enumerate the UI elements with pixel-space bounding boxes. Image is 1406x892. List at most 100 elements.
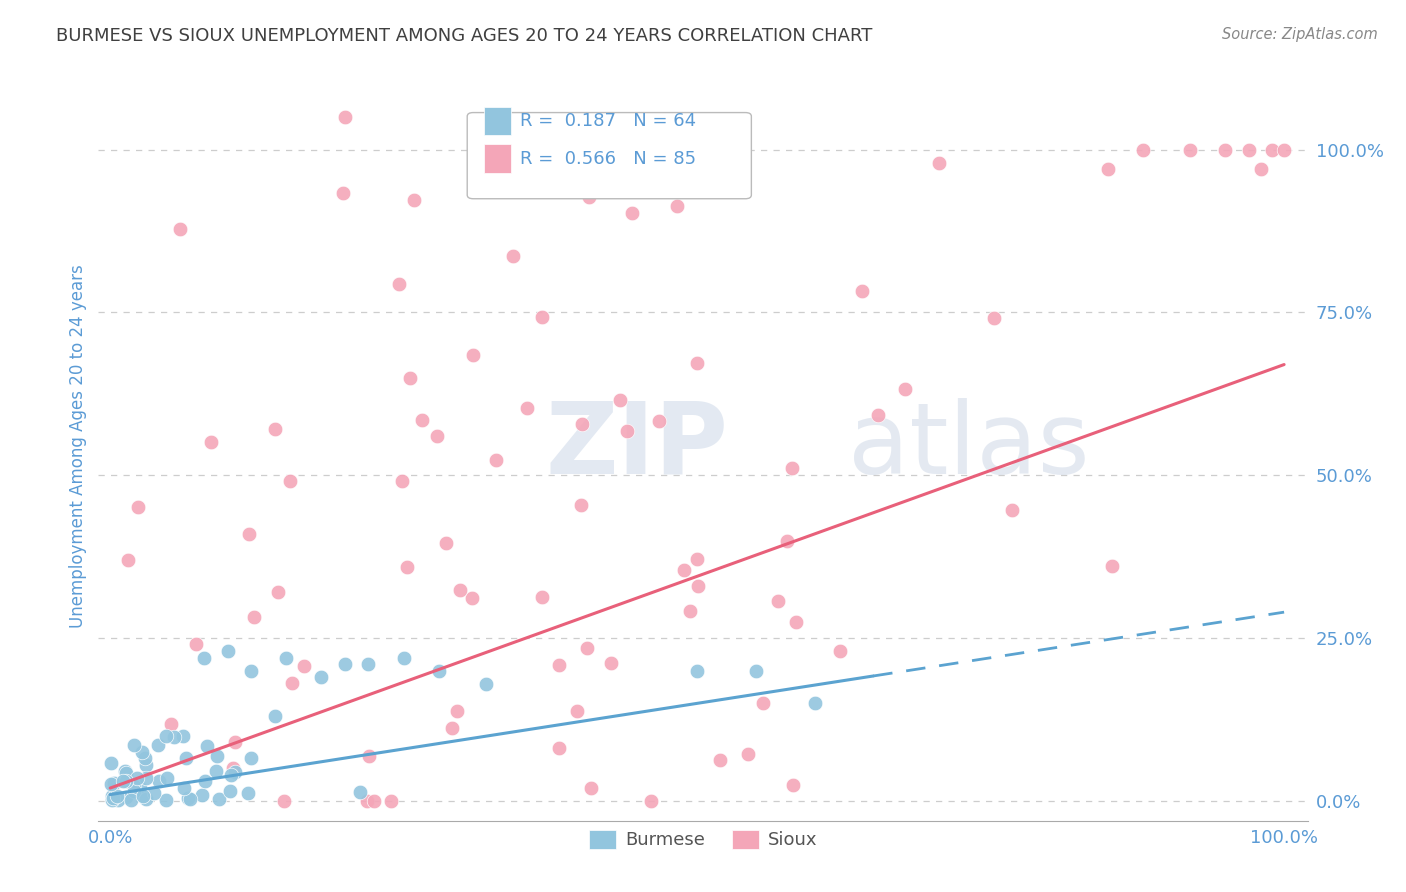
Point — [117, 553, 139, 567]
Point — [678, 604, 700, 618]
Point — [579, 780, 602, 795]
Point — [155, 793, 177, 807]
Point — [114, 765, 136, 780]
Text: ZIP: ZIP — [546, 398, 728, 494]
Point — [1250, 162, 1272, 177]
Point — [239, 750, 262, 764]
Point — [828, 644, 851, 658]
Point — [621, 206, 644, 220]
Point — [281, 675, 304, 690]
Point — [502, 249, 524, 263]
Point — [600, 657, 623, 671]
Point — [745, 664, 768, 678]
Point — [686, 664, 709, 678]
Point — [1215, 143, 1237, 157]
Point — [402, 194, 425, 208]
Point — [1272, 143, 1295, 157]
Point — [782, 778, 804, 792]
FancyBboxPatch shape — [467, 112, 751, 199]
Point — [851, 284, 873, 298]
Point — [894, 382, 917, 396]
Point — [100, 793, 122, 807]
Point — [484, 452, 506, 467]
Legend: Burmese, Sioux: Burmese, Sioux — [582, 822, 824, 856]
Point — [311, 670, 333, 684]
Point — [276, 650, 298, 665]
Point — [434, 536, 457, 550]
Point — [190, 788, 212, 802]
Point — [243, 609, 266, 624]
Point — [217, 644, 239, 658]
Point — [173, 780, 195, 795]
Point — [640, 794, 662, 808]
Point — [516, 401, 538, 415]
Point — [240, 664, 263, 678]
Point — [156, 771, 179, 785]
Point — [186, 637, 208, 651]
Point — [333, 657, 356, 672]
Point — [776, 533, 799, 548]
Point — [782, 461, 804, 475]
Point — [135, 758, 157, 772]
Point — [163, 730, 186, 744]
Point — [578, 190, 600, 204]
Point — [204, 764, 226, 778]
Point — [205, 749, 228, 764]
Point — [146, 738, 169, 752]
Point — [129, 780, 152, 795]
Point — [333, 110, 356, 124]
Point — [127, 500, 149, 514]
Point — [208, 792, 231, 806]
Point — [179, 792, 201, 806]
Point — [132, 790, 155, 805]
Point — [709, 753, 731, 767]
Point — [648, 414, 671, 428]
Point — [120, 793, 142, 807]
Point — [866, 408, 889, 422]
Point — [609, 393, 631, 408]
Point — [273, 794, 295, 808]
Point — [686, 356, 709, 370]
Point — [132, 789, 155, 804]
Point — [114, 764, 136, 778]
Point — [391, 474, 413, 488]
Point — [107, 789, 129, 803]
Point — [222, 761, 245, 775]
Point — [752, 696, 775, 710]
Bar — [484, 144, 510, 172]
Point — [399, 371, 422, 385]
Point — [411, 413, 433, 427]
Point — [380, 794, 402, 808]
Point — [666, 199, 689, 213]
Point — [427, 664, 450, 678]
Point — [803, 697, 825, 711]
Point — [219, 784, 242, 798]
Point — [224, 765, 246, 780]
Point — [1132, 143, 1154, 157]
Point — [673, 563, 696, 577]
Point — [357, 657, 380, 672]
Point — [143, 786, 166, 800]
Point — [131, 745, 153, 759]
Point — [224, 735, 246, 749]
Point — [122, 784, 145, 798]
Point — [450, 582, 472, 597]
Point — [461, 349, 484, 363]
Point — [292, 659, 315, 673]
Point — [172, 729, 194, 743]
Point — [263, 422, 285, 436]
Point — [531, 310, 554, 324]
Point — [571, 417, 593, 432]
Point — [686, 552, 709, 566]
Y-axis label: Unemployment Among Ages 20 to 24 years: Unemployment Among Ages 20 to 24 years — [69, 264, 87, 628]
Point — [127, 771, 149, 785]
Text: Source: ZipAtlas.com: Source: ZipAtlas.com — [1222, 27, 1378, 42]
Point — [569, 498, 592, 512]
Point — [565, 704, 588, 718]
Point — [928, 156, 950, 170]
Point — [100, 777, 122, 791]
Point — [155, 729, 177, 743]
Point — [530, 590, 553, 604]
Point — [1237, 143, 1260, 157]
Point — [983, 311, 1005, 326]
